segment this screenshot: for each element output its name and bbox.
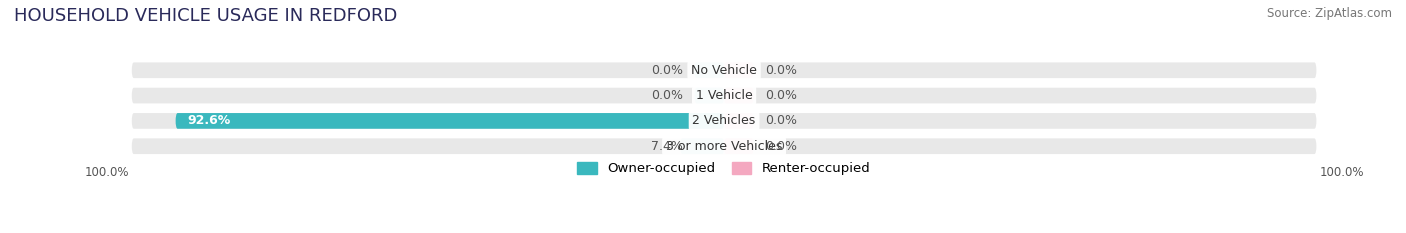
Text: 0.0%: 0.0% [765,64,797,77]
FancyBboxPatch shape [724,113,754,129]
FancyBboxPatch shape [724,88,754,103]
Text: HOUSEHOLD VEHICLE USAGE IN REDFORD: HOUSEHOLD VEHICLE USAGE IN REDFORD [14,7,398,25]
Text: 3 or more Vehicles: 3 or more Vehicles [666,140,782,153]
FancyBboxPatch shape [724,62,754,78]
FancyBboxPatch shape [132,62,1316,78]
Text: Source: ZipAtlas.com: Source: ZipAtlas.com [1267,7,1392,20]
FancyBboxPatch shape [681,138,724,154]
Text: 1 Vehicle: 1 Vehicle [696,89,752,102]
Legend: Owner-occupied, Renter-occupied: Owner-occupied, Renter-occupied [578,162,870,175]
Text: 0.0%: 0.0% [765,114,797,127]
FancyBboxPatch shape [176,113,724,129]
Text: 0.0%: 0.0% [765,140,797,153]
FancyBboxPatch shape [724,138,754,154]
FancyBboxPatch shape [695,62,724,78]
FancyBboxPatch shape [695,88,724,103]
Text: 100.0%: 100.0% [84,166,129,179]
Text: 0.0%: 0.0% [765,89,797,102]
Text: 7.4%: 7.4% [651,140,683,153]
Text: No Vehicle: No Vehicle [692,64,756,77]
Text: 100.0%: 100.0% [1319,166,1364,179]
Text: 0.0%: 0.0% [651,64,683,77]
FancyBboxPatch shape [132,88,1316,103]
Text: 2 Vehicles: 2 Vehicles [693,114,755,127]
Text: 0.0%: 0.0% [651,89,683,102]
FancyBboxPatch shape [132,138,1316,154]
FancyBboxPatch shape [132,113,1316,129]
Text: 92.6%: 92.6% [187,114,231,127]
